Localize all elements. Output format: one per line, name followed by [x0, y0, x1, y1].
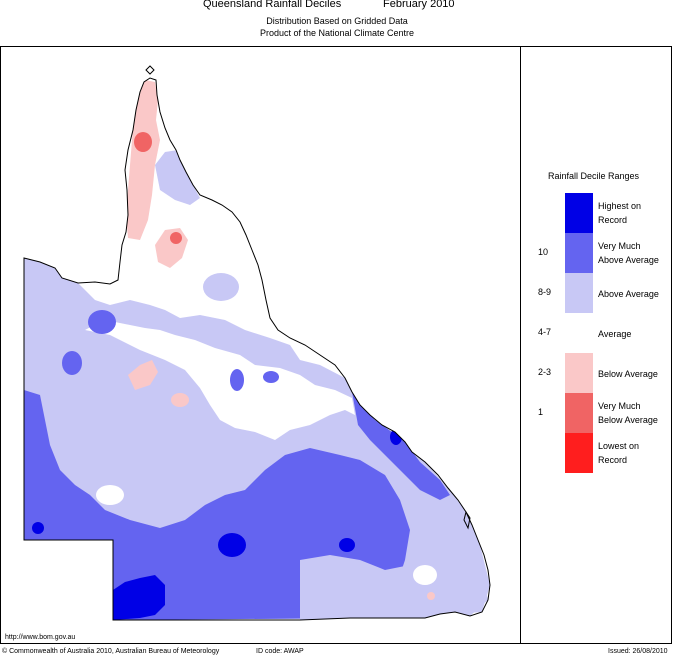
- map-title: Queensland Rainfall Deciles: [203, 0, 342, 10]
- legend-label: Lowest on Record: [598, 439, 674, 467]
- region-average-southeast-patch: [413, 565, 437, 585]
- legend-item: Highest on Record: [538, 193, 674, 233]
- region-very-much-above-east-coast: [352, 392, 450, 500]
- legend-swatch: [565, 313, 593, 353]
- legend-swatch: [565, 433, 593, 473]
- legend-label-line: Highest on: [598, 201, 642, 211]
- legend-range: 8-9: [538, 287, 552, 297]
- legend-swatch: [565, 233, 593, 273]
- region-very-much-above-west: [88, 310, 116, 334]
- region-above-average-southeast: [300, 545, 488, 620]
- map-subtitle-distribution: Distribution Based on Gridded Data: [266, 16, 408, 26]
- legend-title: Rainfall Decile Ranges: [548, 171, 640, 181]
- legend-item: 2-3 Below Average: [538, 353, 674, 393]
- region-average-southwest-patch: [96, 485, 124, 505]
- legend-item: 1 Very Much Below Average: [538, 393, 674, 433]
- legend-label: Very Much Below Average: [598, 399, 674, 427]
- region-average-central: [85, 322, 355, 440]
- legend-label-line: Very Much: [598, 401, 641, 411]
- region-very-much-above-central-2: [263, 371, 279, 383]
- map-month: February 2010: [383, 0, 455, 10]
- legend-label-line: Above Average: [598, 289, 659, 299]
- region-above-average-gulf: [203, 273, 239, 301]
- fraser-island-outline: [463, 510, 471, 530]
- bom-url[interactable]: http://www.bom.gov.au: [5, 634, 76, 641]
- legend-swatch: [565, 193, 593, 233]
- legend-label-line: Lowest on: [598, 441, 640, 451]
- region-very-much-above-west-2: [62, 351, 82, 375]
- legend-label: Below Average: [598, 367, 674, 381]
- legend-item: 10 Very Much Above Average: [538, 233, 674, 273]
- region-below-average-patch: [171, 393, 189, 407]
- legend-label-line: Below Average: [598, 369, 658, 379]
- legend-swatch: [565, 393, 593, 433]
- copyright-text: © Commonwealth of Australia 2010, Austra…: [2, 648, 220, 655]
- legend-label: Above Average: [598, 287, 674, 301]
- legend-label-line: Record: [598, 215, 628, 225]
- region-highest-southwest: [113, 575, 165, 620]
- id-code: ID code: AWAP: [256, 648, 304, 655]
- map-subtitle-product: Product of the National Climate Centre: [259, 28, 415, 38]
- map-frame: [0, 46, 672, 644]
- island-outline: [145, 65, 155, 75]
- queensland-map: [23, 65, 491, 621]
- legend-range: 4-7: [538, 327, 552, 337]
- legend-item: 4-7 Average: [538, 313, 674, 353]
- legend-swatch: [565, 353, 593, 393]
- legend-label-line: Average: [598, 329, 632, 339]
- region-very-much-above-central: [230, 369, 244, 391]
- legend-label: Average: [598, 327, 674, 341]
- legend-range: 10: [538, 247, 549, 257]
- region-above-average-cape: [155, 150, 200, 205]
- legend-item: 8-9 Above Average: [538, 273, 674, 313]
- region-very-much-below-cape: [134, 132, 152, 152]
- legend-label: Very Much Above Average: [598, 239, 674, 267]
- region-below-average-central: [128, 360, 158, 390]
- legend-label-line: Record: [598, 455, 628, 465]
- region-below-average-southeast: [427, 592, 435, 600]
- region-very-much-below-inland: [170, 232, 182, 244]
- legend-range: 2-3: [538, 367, 552, 377]
- legend-label: Highest on Record: [598, 199, 674, 227]
- region-highest-south-2: [339, 538, 355, 552]
- issued-date: Issued: 26/08/2010: [608, 648, 668, 655]
- legend-label-line: Above Average: [598, 255, 659, 265]
- legend-label-line: Below Average: [598, 415, 658, 425]
- legend-divider: [520, 46, 521, 644]
- queensland-outline: [23, 77, 491, 621]
- chart-title-bar: Queensland Rainfall Deciles February 201…: [0, 0, 674, 12]
- legend-label-line: Very Much: [598, 241, 641, 251]
- decile-regions: [24, 78, 490, 620]
- region-highest-south: [218, 533, 246, 557]
- region-highest-far-southwest: [32, 522, 44, 534]
- legend-range: 1: [538, 407, 544, 417]
- legend-item: Lowest on Record: [538, 433, 674, 473]
- legend-swatch: [565, 273, 593, 313]
